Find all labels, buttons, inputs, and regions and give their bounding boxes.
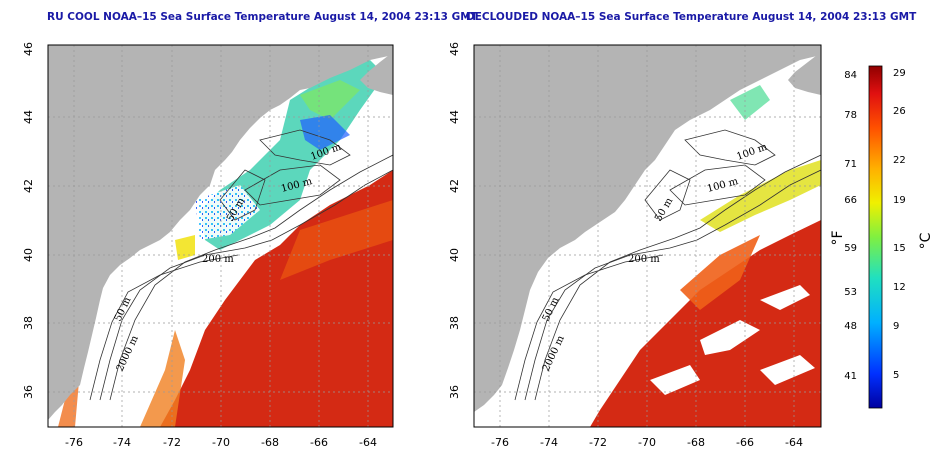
colorbar-celsius-unit: °C	[918, 232, 934, 249]
right-y-tick: 46	[448, 42, 461, 56]
right-x-tick: -66	[736, 436, 754, 449]
right-map	[474, 45, 821, 427]
right-x-axis: -76 -74 -72 -70 -68 -66 -64	[491, 436, 803, 449]
colorbar-c-tick: 26	[893, 106, 906, 117]
left-orange-streak	[140, 330, 185, 427]
right-x-tick: -76	[491, 436, 509, 449]
left-contours	[89, 129, 393, 401]
colorbar-c-tick: 29	[893, 68, 906, 79]
right-nova-scotia	[788, 45, 821, 95]
colorbar-c-tick: 9	[893, 321, 899, 332]
colorbar-f-tick: 71	[844, 159, 857, 170]
right-cool-patch	[730, 85, 770, 120]
left-cool-water-2	[300, 80, 360, 120]
right-y-tick: 44	[448, 110, 461, 124]
colorbar-f-tick: 41	[844, 371, 857, 382]
left-map-frame	[47, 44, 394, 428]
right-cloud-gap-1	[700, 320, 760, 355]
left-x-tick: -74	[113, 436, 131, 449]
colorbar-c-tick: 22	[893, 155, 906, 166]
right-cloud-gap-3	[650, 365, 700, 395]
left-x-axis: -76 -74 -72 -70 -68 -66 -64	[65, 436, 377, 449]
left-warm-streak	[280, 200, 393, 280]
left-grid	[48, 45, 393, 427]
left-y-tick: 40	[22, 248, 35, 262]
left-x-tick: -70	[212, 436, 230, 449]
colorbar-f-tick: 59	[844, 243, 857, 254]
left-contour-label-200: 200 m	[202, 254, 234, 265]
left-y-axis: 36 38 40 42 44 46	[22, 42, 35, 399]
right-y-tick: 42	[448, 179, 461, 193]
colorbar	[868, 65, 883, 409]
right-x-tick: -74	[540, 436, 558, 449]
left-x-tick: -76	[65, 436, 83, 449]
right-cloud-gap-2	[760, 285, 810, 310]
left-x-tick: -64	[359, 436, 377, 449]
right-warm-water	[590, 220, 821, 427]
colorbar-celsius-ticks: 29 26 22 19 15 12 9 5	[893, 68, 906, 381]
left-x-tick: -66	[310, 436, 328, 449]
left-map-title: RU COOL NOAA–15 Sea Surface Temperature …	[47, 11, 478, 23]
right-x-tick: -68	[687, 436, 705, 449]
right-map-frame	[473, 44, 822, 428]
right-x-tick: -72	[589, 436, 607, 449]
right-land	[474, 45, 821, 412]
colorbar-f-tick: 48	[844, 321, 857, 332]
right-cloud-gap-4	[760, 355, 815, 385]
colorbar-c-tick: 5	[893, 370, 899, 381]
right-y-tick: 40	[448, 248, 461, 262]
left-y-tick: 44	[22, 110, 35, 124]
left-y-tick: 38	[22, 316, 35, 330]
right-y-axis: 36 38 40 42 44 46	[448, 42, 461, 399]
colorbar-c-tick: 19	[893, 195, 906, 206]
right-grid	[474, 45, 821, 427]
left-yellow-patch	[175, 235, 195, 260]
left-y-tick: 42	[22, 179, 35, 193]
colorbar-f-tick: 53	[844, 287, 857, 298]
colorbar-fahrenheit-unit: °F	[830, 230, 846, 245]
colorbar-f-tick: 78	[844, 110, 857, 121]
colorbar-f-tick: 84	[844, 70, 857, 81]
colorbar-fahrenheit-ticks: 84 78 71 66 59 53 48 41	[844, 70, 857, 382]
right-yellow-water	[700, 160, 821, 232]
right-x-tick: -70	[638, 436, 656, 449]
colorbar-f-tick: 66	[844, 195, 857, 206]
colorbar-c-tick: 15	[893, 243, 906, 254]
left-land	[48, 45, 393, 420]
right-y-tick: 36	[448, 385, 461, 399]
right-x-tick: -64	[785, 436, 803, 449]
left-y-tick: 36	[22, 385, 35, 399]
left-cool-water-4	[195, 185, 260, 240]
left-x-tick: -72	[163, 436, 181, 449]
left-nova-scotia	[360, 45, 393, 95]
colorbar-c-tick: 12	[893, 282, 906, 293]
right-contours	[514, 129, 821, 401]
left-cool-water-3	[300, 115, 350, 150]
right-map-title: DECLOUDED NOAA–15 Sea Surface Temperatur…	[466, 11, 917, 23]
right-contour-label-200: 200 m	[628, 254, 660, 265]
right-orange-water	[680, 235, 760, 310]
left-x-tick: -68	[261, 436, 279, 449]
left-map	[48, 45, 393, 427]
left-y-tick: 46	[22, 42, 35, 56]
right-y-tick: 38	[448, 316, 461, 330]
